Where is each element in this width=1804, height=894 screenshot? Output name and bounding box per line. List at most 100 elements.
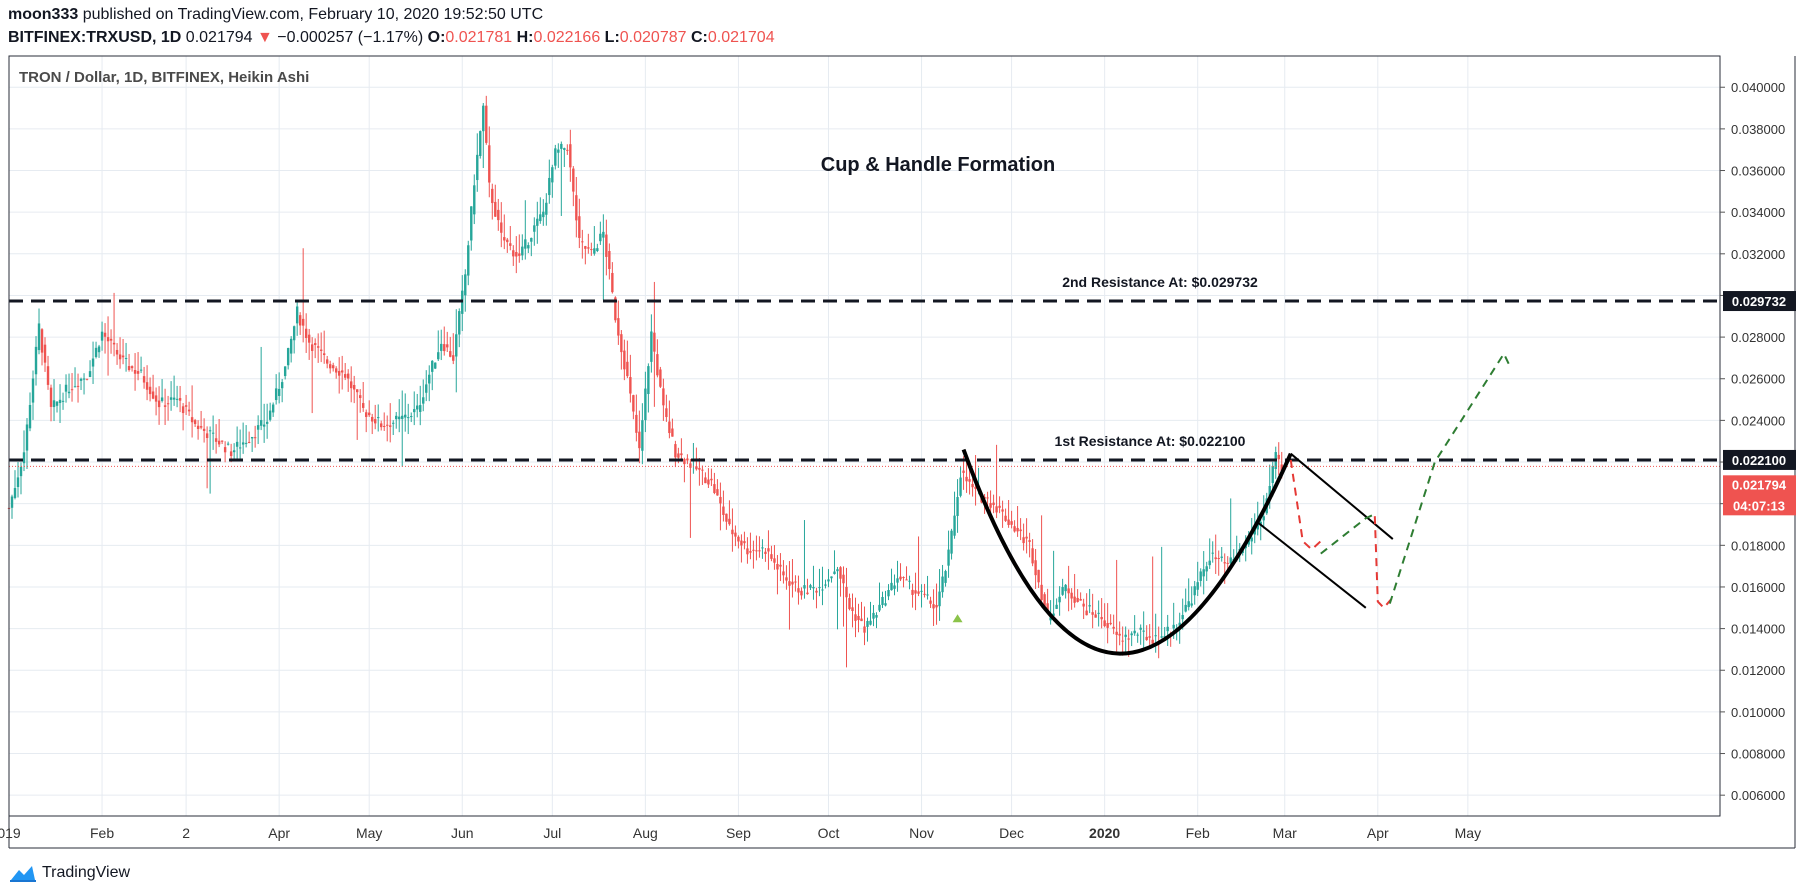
candle-body bbox=[737, 536, 740, 542]
close-value: 0.021704 bbox=[707, 29, 775, 46]
cup-curve bbox=[961, 448, 1293, 656]
candle-body bbox=[184, 405, 188, 407]
candle-body bbox=[157, 400, 161, 408]
time-tick-label: May bbox=[356, 825, 382, 841]
candle-body bbox=[1091, 612, 1094, 615]
candle-body bbox=[575, 195, 578, 221]
candle-body bbox=[274, 388, 278, 401]
candle-body bbox=[926, 594, 929, 596]
candle-body bbox=[842, 574, 845, 584]
candle-body bbox=[1277, 454, 1280, 460]
candle-body bbox=[989, 503, 992, 508]
candle-body bbox=[10, 496, 14, 508]
candle-body bbox=[46, 366, 50, 385]
candle-body bbox=[767, 548, 770, 552]
candle-body bbox=[1148, 636, 1151, 638]
candle-body bbox=[410, 416, 413, 418]
candle-body bbox=[1013, 526, 1016, 532]
candle-body bbox=[392, 422, 395, 424]
candle-body bbox=[779, 564, 782, 567]
candle-body bbox=[322, 353, 326, 356]
candle-body bbox=[34, 346, 38, 375]
candle-body bbox=[503, 237, 506, 241]
candle-body bbox=[851, 607, 854, 612]
candle-body bbox=[247, 441, 251, 443]
candle-body bbox=[145, 382, 149, 390]
candle-body bbox=[929, 600, 932, 604]
candle-body bbox=[356, 389, 359, 393]
candle-body bbox=[707, 479, 710, 485]
candle-body bbox=[494, 201, 497, 217]
candle-body bbox=[217, 440, 221, 445]
candle-body bbox=[1193, 586, 1196, 596]
time-axis[interactable]: 019 Feb 2 Apr May Jun Jul Aug Sep Oct Nov Dec 2020 Fe… bbox=[0, 825, 1481, 841]
candle-body bbox=[524, 239, 527, 249]
candle-body bbox=[971, 483, 974, 488]
candle-body bbox=[67, 391, 71, 394]
candle-body bbox=[893, 585, 896, 589]
candle-body bbox=[91, 358, 95, 367]
price-tick-label: 0.018000 bbox=[1731, 538, 1785, 553]
candle-body bbox=[473, 185, 476, 215]
candle-body bbox=[935, 604, 938, 608]
time-tick-label: Feb bbox=[90, 825, 114, 841]
published-text: published on TradingView.com, February 1… bbox=[82, 6, 544, 23]
candle-body bbox=[902, 577, 905, 579]
candle-body bbox=[1088, 605, 1091, 607]
candle-body bbox=[998, 505, 1001, 508]
candle-body bbox=[452, 355, 455, 361]
candle-body bbox=[1049, 617, 1052, 621]
candle-body bbox=[485, 105, 488, 143]
candle-body bbox=[647, 366, 650, 395]
candle-body bbox=[665, 408, 668, 418]
candle-body bbox=[1106, 623, 1109, 628]
projection-up-2 bbox=[1388, 351, 1511, 604]
candle-body bbox=[1034, 560, 1037, 576]
candle-body bbox=[1229, 557, 1232, 564]
candle-body bbox=[202, 428, 206, 431]
candle-body bbox=[25, 424, 29, 451]
candle-body bbox=[1205, 566, 1208, 572]
time-tick-label: Sep bbox=[726, 825, 751, 841]
time-tick-label: Jun bbox=[451, 825, 474, 841]
candle-body bbox=[256, 425, 260, 430]
author-name[interactable]: moon333 bbox=[8, 6, 79, 23]
candle-body bbox=[61, 400, 65, 402]
price-tick-label: 0.034000 bbox=[1731, 205, 1785, 220]
candle-body bbox=[431, 360, 434, 372]
candle-body bbox=[1109, 622, 1112, 625]
candle-body bbox=[1115, 631, 1118, 635]
candle-body bbox=[884, 603, 887, 606]
candle-body bbox=[860, 618, 863, 622]
open-value: 0.021781 bbox=[445, 29, 513, 46]
candle-body bbox=[223, 447, 227, 453]
time-tick-label: 019 bbox=[0, 825, 21, 841]
candle-body bbox=[359, 395, 362, 399]
candle-body bbox=[488, 145, 491, 183]
candle-body bbox=[398, 416, 401, 420]
tradingview-logo[interactable]: TradingView bbox=[8, 860, 130, 886]
candle-body bbox=[956, 497, 959, 516]
candle-body bbox=[1112, 626, 1115, 629]
candle-body bbox=[1250, 537, 1253, 542]
candle-body bbox=[97, 346, 101, 353]
candle-body bbox=[310, 344, 314, 351]
candle-body bbox=[947, 549, 950, 566]
candle-body bbox=[1208, 560, 1211, 566]
candle-body bbox=[1280, 464, 1283, 472]
low-value: 0.020787 bbox=[619, 29, 687, 46]
candle-body bbox=[938, 591, 941, 607]
candle-body bbox=[458, 311, 461, 335]
candle-body bbox=[163, 405, 167, 407]
candle-body bbox=[334, 368, 338, 373]
candle-body bbox=[28, 404, 32, 429]
candle-body bbox=[818, 587, 821, 589]
candle-body bbox=[226, 443, 230, 445]
candle-body bbox=[220, 440, 224, 442]
candle-body bbox=[722, 506, 725, 515]
candle-body bbox=[869, 620, 872, 625]
price-tick-label: 0.014000 bbox=[1731, 622, 1785, 637]
price-axis[interactable]: 0.040000 0.038000 0.036000 0.034000 0.032000… bbox=[1720, 80, 1796, 803]
candle-body bbox=[794, 581, 797, 583]
